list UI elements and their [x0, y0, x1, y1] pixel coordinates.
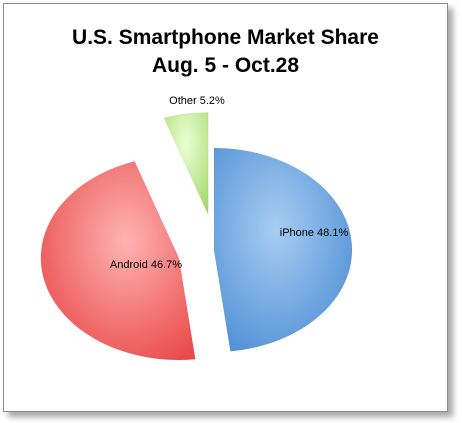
pie-slice-other	[163, 112, 209, 215]
pie-slice-iphone	[213, 147, 353, 352]
chart-subtitle: Aug. 5 - Oct.28	[151, 54, 300, 77]
slice-label-android: Android 46.7%	[110, 259, 182, 271]
slice-label-iphone: iPhone 48.1%	[280, 227, 349, 239]
chart-title-block: U.S. Smartphone Market Share Aug. 5 - Oc…	[4, 24, 447, 80]
pie-slice-android	[40, 161, 196, 361]
chart-title: U.S. Smartphone Market Share	[72, 26, 379, 49]
slice-label-other: Other 5.2%	[169, 95, 225, 107]
